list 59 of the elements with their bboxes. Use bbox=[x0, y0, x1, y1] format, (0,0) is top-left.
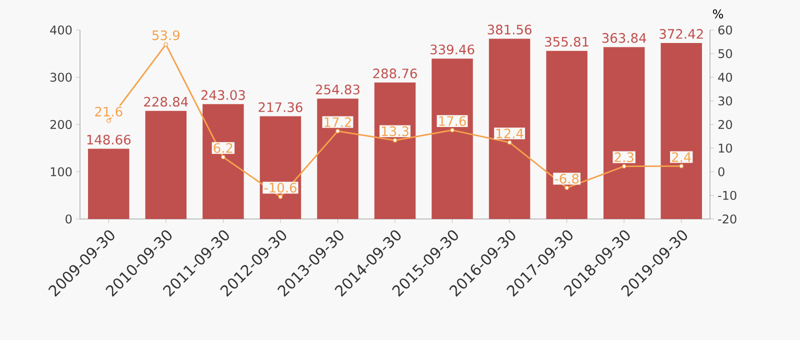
bar bbox=[88, 148, 130, 219]
data-label: 363.84 bbox=[602, 33, 646, 43]
point bbox=[622, 164, 626, 169]
data-label: -10.6 bbox=[264, 182, 296, 193]
y-tick-label: 200 bbox=[50, 120, 72, 130]
data-label: -6.8 bbox=[554, 174, 579, 184]
data-label: 6.2 bbox=[214, 143, 232, 153]
data-label: 2.3 bbox=[614, 152, 634, 162]
y2-tick-label: -10 bbox=[718, 190, 736, 200]
bar bbox=[260, 116, 302, 219]
data-label: 217.36 bbox=[258, 102, 302, 112]
y2-axis-title: % bbox=[712, 9, 724, 18]
data-label: 148.66 bbox=[87, 134, 131, 145]
point bbox=[564, 186, 570, 190]
point bbox=[679, 164, 684, 168]
point bbox=[392, 138, 398, 143]
y2-tick-label: 0 bbox=[718, 167, 724, 176]
data-label: 381.56 bbox=[488, 24, 532, 35]
point bbox=[507, 140, 512, 145]
y-tick-label: 100 bbox=[50, 167, 72, 176]
y-tick-label: 0 bbox=[66, 214, 72, 224]
bar bbox=[432, 58, 473, 219]
data-label: 243.03 bbox=[201, 90, 245, 100]
bar bbox=[202, 104, 244, 219]
y2-tick-label: 50 bbox=[718, 49, 732, 58]
data-label: 288.76 bbox=[373, 68, 417, 78]
bar bbox=[317, 98, 358, 219]
data-label: 17.2 bbox=[324, 117, 351, 127]
bar bbox=[488, 38, 530, 219]
y2-tick-label: 30 bbox=[718, 96, 732, 106]
bar bbox=[546, 50, 588, 219]
data-label: 355.81 bbox=[545, 36, 588, 47]
point bbox=[106, 118, 111, 123]
data-label: 17.6 bbox=[439, 116, 466, 126]
point bbox=[164, 42, 168, 47]
y2-tick-label: 40 bbox=[718, 72, 732, 82]
bar bbox=[145, 110, 187, 219]
point bbox=[220, 154, 226, 160]
y2-tick-label: 10 bbox=[718, 144, 732, 153]
bar bbox=[603, 47, 645, 219]
data-label: 2.4 bbox=[672, 152, 691, 162]
data-label: 53.9 bbox=[152, 30, 180, 40]
y2-tick-label: 60 bbox=[718, 25, 732, 35]
y-tick-label: 400 bbox=[50, 25, 72, 35]
data-label: 372.42 bbox=[660, 29, 703, 39]
point bbox=[336, 128, 340, 134]
data-label: 339.46 bbox=[430, 44, 474, 54]
data-label: 254.83 bbox=[316, 84, 360, 94]
data-label: 21.6 bbox=[95, 106, 122, 117]
y2-tick-label: -20 bbox=[718, 214, 736, 224]
data-label: 12.4 bbox=[496, 128, 524, 138]
y-tick-label: 300 bbox=[50, 72, 72, 82]
bar bbox=[374, 82, 416, 219]
data-label: 228.84 bbox=[144, 96, 188, 107]
point bbox=[450, 128, 454, 132]
y2-tick-label: 20 bbox=[718, 120, 732, 130]
point bbox=[278, 194, 283, 199]
bar bbox=[660, 43, 702, 219]
data-label: 13.3 bbox=[382, 126, 408, 136]
